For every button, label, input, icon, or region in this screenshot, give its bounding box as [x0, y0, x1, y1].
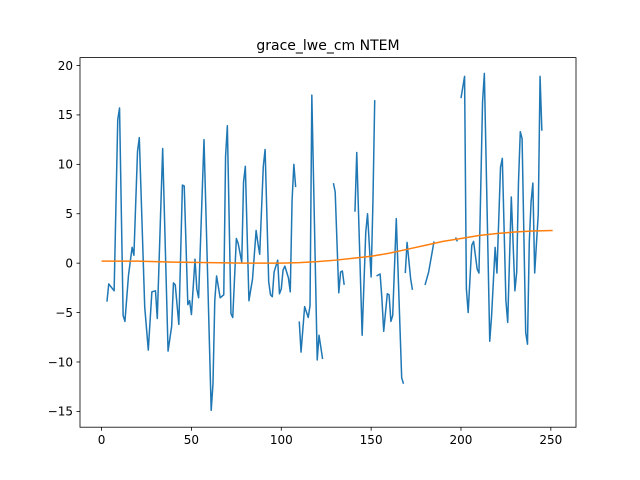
plot-frame — [79, 57, 577, 428]
chart-title: grace_lwe_cm NTEM — [256, 38, 399, 54]
y-tick-label: 20 — [58, 59, 73, 73]
x-tick-label: 250 — [539, 433, 562, 447]
series-0-segment-2 — [332, 182, 345, 294]
axes-layer: 0 50 100 150 200 250 −15 −10 −5 0 5 10 15 20 — [48, 59, 563, 447]
y-tick-label: −10 — [48, 355, 73, 369]
y-tick-label: 5 — [65, 207, 73, 221]
series-0-segment-0 — [106, 107, 297, 412]
series-layer — [101, 72, 553, 412]
series-1-segment-0 — [101, 229, 553, 264]
series-0-segment-1 — [298, 94, 324, 361]
series-0-segment-8 — [460, 72, 543, 345]
x-tick-label: 50 — [184, 433, 199, 447]
x-tick-label: 150 — [360, 433, 383, 447]
x-tick-label: 100 — [270, 433, 293, 447]
series-0-segment-4 — [376, 217, 405, 384]
series-0-segment-6 — [424, 241, 435, 286]
x-tick-label: 0 — [98, 433, 106, 447]
y-tick-label: 15 — [58, 108, 73, 122]
x-tick-label: 200 — [450, 433, 473, 447]
series-0-segment-5 — [404, 241, 414, 290]
series-0-segment-3 — [354, 100, 376, 337]
y-tick-label: −5 — [55, 306, 73, 320]
y-tick-label: 10 — [58, 158, 73, 172]
y-tick-label: −15 — [48, 405, 73, 419]
y-tick-label: 0 — [65, 256, 73, 270]
